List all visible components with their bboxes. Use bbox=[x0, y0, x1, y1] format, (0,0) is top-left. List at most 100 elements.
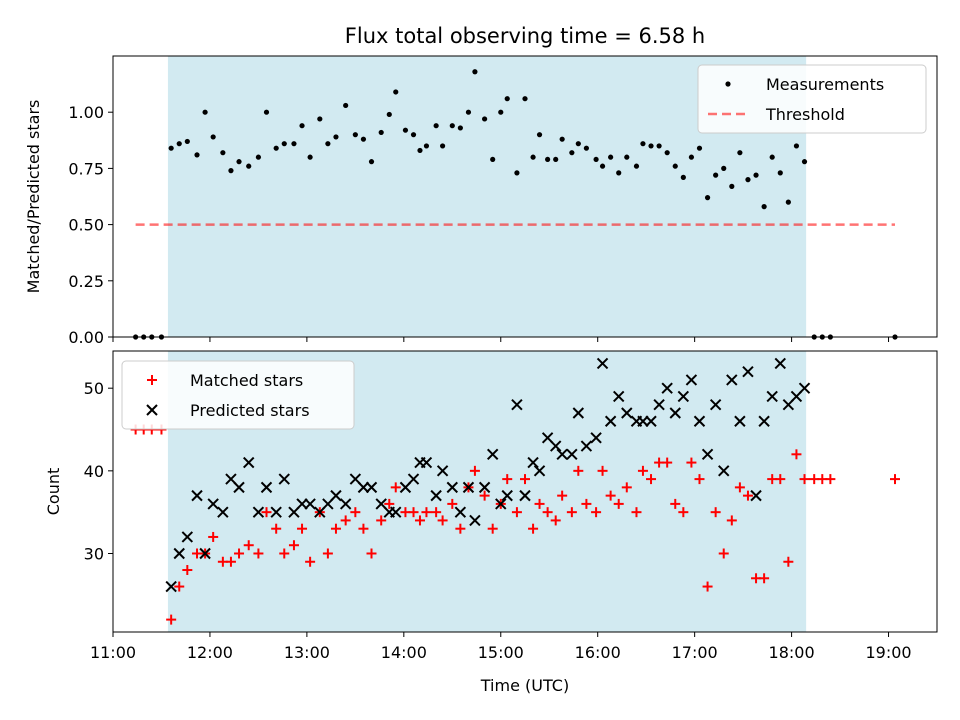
matched-point bbox=[566, 507, 577, 518]
measurement-point bbox=[360, 136, 367, 142]
measurement-point bbox=[769, 154, 775, 160]
predicted-point bbox=[420, 456, 433, 469]
xtick-label: 17:00 bbox=[672, 643, 718, 662]
matched-point bbox=[243, 540, 254, 551]
measurement-point bbox=[664, 150, 670, 156]
bottom-axes-frame bbox=[112, 350, 938, 633]
measurement-point bbox=[777, 170, 783, 176]
matched-point bbox=[783, 556, 794, 567]
measurement-point bbox=[368, 159, 375, 165]
matched-point bbox=[208, 531, 219, 542]
measurement-point bbox=[433, 123, 439, 129]
predicted-point bbox=[556, 448, 568, 461]
measurement-point bbox=[220, 150, 226, 156]
top-legend: Measurements Threshold bbox=[697, 64, 927, 134]
matched-point bbox=[710, 507, 721, 518]
matched-point bbox=[686, 457, 697, 468]
matched-point bbox=[613, 498, 624, 509]
legend-predicted-label: Predicted stars bbox=[190, 401, 310, 420]
predicted-point bbox=[613, 390, 625, 403]
measurement-point bbox=[745, 177, 751, 183]
measurement-point bbox=[210, 134, 216, 140]
matched-point bbox=[889, 474, 900, 485]
bottom-ytick-label: 50 bbox=[84, 379, 104, 398]
predicted-point bbox=[511, 399, 523, 411]
bottom-ytick-label: 40 bbox=[84, 462, 104, 481]
predicted-point bbox=[621, 407, 633, 419]
matched-point bbox=[702, 581, 713, 592]
predicted-point bbox=[365, 481, 378, 494]
measurement-point bbox=[753, 172, 759, 178]
matched-point bbox=[678, 507, 689, 518]
measurement-point bbox=[417, 147, 423, 154]
xtick-label: 18:00 bbox=[769, 643, 815, 662]
predicted-point bbox=[462, 481, 475, 494]
matched-point bbox=[775, 474, 786, 485]
measurement-point bbox=[553, 156, 559, 163]
predicted-point bbox=[430, 489, 442, 502]
predicted-point bbox=[407, 473, 420, 485]
matched-point bbox=[408, 507, 419, 518]
measurement-point bbox=[583, 145, 589, 151]
predicted-point bbox=[604, 415, 617, 427]
matched-point bbox=[734, 482, 745, 493]
measurement-point bbox=[656, 143, 662, 149]
top-ylabel: Matched/Predicted stars bbox=[24, 100, 43, 294]
predicted-point bbox=[278, 473, 290, 485]
matched-point bbox=[390, 482, 401, 493]
measurement-point bbox=[307, 154, 313, 160]
predicted-point bbox=[260, 481, 273, 494]
measurement-point bbox=[498, 109, 504, 115]
matched-point bbox=[305, 556, 316, 567]
predicted-point bbox=[330, 489, 342, 502]
predicted-point bbox=[533, 465, 546, 477]
matched-point bbox=[621, 482, 632, 493]
matched-point bbox=[297, 523, 308, 534]
measurement-point bbox=[228, 168, 234, 174]
matched-point bbox=[279, 548, 290, 559]
top-ytick-label: 1.00 bbox=[68, 103, 104, 122]
matched-point bbox=[330, 523, 341, 534]
matched-point bbox=[528, 523, 539, 534]
measurement-point bbox=[386, 111, 392, 118]
legend-box bbox=[697, 64, 927, 134]
measurement-point bbox=[184, 138, 190, 145]
matched-point bbox=[511, 507, 522, 518]
xtick-label: 15:00 bbox=[478, 643, 524, 662]
measurement-point bbox=[593, 156, 599, 163]
matched-point bbox=[225, 556, 236, 567]
top-axes-frame bbox=[112, 55, 938, 338]
measurement-point bbox=[299, 123, 305, 129]
top-ytick-label: 0.25 bbox=[68, 272, 104, 291]
measurement-point bbox=[393, 89, 399, 95]
measurement-point bbox=[729, 183, 735, 189]
predicted-point bbox=[685, 374, 698, 386]
xtick-label: 12:00 bbox=[187, 643, 233, 662]
predicted-point bbox=[519, 489, 531, 502]
matched-point bbox=[799, 474, 810, 485]
predicted-point bbox=[486, 448, 499, 461]
predicted-point bbox=[709, 399, 722, 411]
predicted-point bbox=[693, 415, 706, 427]
measurement-point bbox=[333, 134, 339, 140]
predicted-point bbox=[669, 407, 681, 419]
matched-point bbox=[591, 507, 602, 518]
predicted-point bbox=[661, 382, 673, 394]
measurement-point bbox=[761, 204, 767, 210]
matched-point bbox=[542, 507, 553, 518]
matched-point bbox=[631, 507, 642, 518]
measurement-point bbox=[569, 150, 575, 156]
predicted-point bbox=[726, 374, 738, 386]
legend-threshold-label: Threshold bbox=[765, 105, 845, 124]
measurement-point bbox=[522, 96, 528, 102]
matched-point bbox=[759, 573, 770, 584]
matched-point bbox=[366, 548, 377, 559]
measurement-point bbox=[504, 96, 510, 102]
bottom-legend: Matched stars Predicted stars bbox=[121, 360, 355, 430]
matched-point bbox=[581, 498, 592, 509]
matched-point bbox=[791, 449, 802, 460]
measurement-point bbox=[559, 136, 565, 142]
measurement-point bbox=[440, 143, 446, 149]
xlabel: Time (UTC) bbox=[480, 676, 569, 695]
matched-point bbox=[166, 614, 177, 625]
